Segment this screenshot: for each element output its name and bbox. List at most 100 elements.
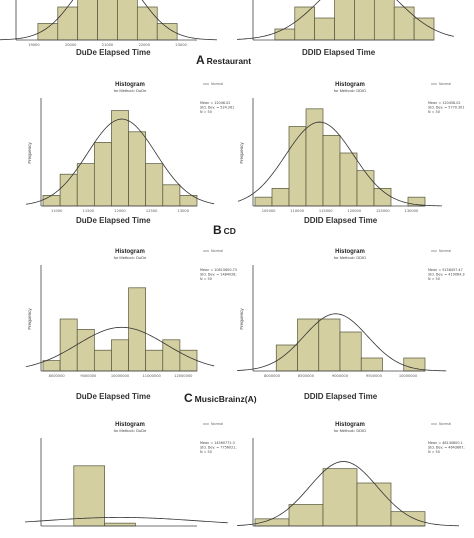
y-axis-label: Frequency — [27, 308, 32, 330]
chart-subtitle: for Method= DuDe — [114, 428, 148, 433]
histogram-bar — [179, 349, 198, 372]
legend-entry: Normal — [439, 249, 451, 253]
histogram-c-dude: Histogram for Method= DuDe Normal Mean = 10… — [25, 245, 237, 383]
x-tick-label: 9000000 — [80, 374, 97, 378]
histogram-bar — [390, 511, 426, 527]
histogram-bar — [93, 142, 112, 207]
histogram-bar — [271, 187, 290, 207]
section-label-a: A Restaurant — [196, 53, 251, 67]
stat-line: N = 50 — [428, 277, 440, 281]
y-axis-label: Frequency — [239, 142, 244, 164]
x-tick-label: 8000000 — [49, 374, 66, 378]
x-axis-label-b-ddid: DDID Elapsed Time — [304, 216, 378, 225]
histogram-bar — [354, 0, 375, 41]
histogram-svg: 19000 20000 21000 22000 23000 — [0, 0, 217, 47]
histogram-bar — [318, 318, 341, 372]
chart-subtitle: for Method= DDID — [334, 88, 366, 93]
histogram-bar — [111, 110, 129, 207]
stat-line: Mean = 10815600.73 — [200, 268, 237, 272]
stat-line: Std. Dev. = 1484028.2 — [200, 273, 237, 277]
section-name: MusicBrainz(A) — [194, 394, 257, 404]
legend-entry: Normal — [211, 249, 223, 253]
histogram-bar — [136, 6, 158, 41]
section-letter: C — [184, 391, 193, 405]
legend-entry: Normal — [439, 422, 451, 426]
histogram-bar — [322, 134, 341, 207]
chart-title: Histogram — [115, 249, 145, 255]
section-label-b: B CD — [213, 223, 236, 237]
x-tick-label: 105000 — [262, 209, 276, 213]
x-tick-label: 12500 — [146, 209, 158, 213]
histogram-bar — [254, 196, 273, 207]
x-axis-label-b-dude: DuDe Elapsed Time — [76, 216, 151, 225]
histogram-a-dude: 19000 20000 21000 22000 23000 — [0, 0, 237, 52]
x-tick-label: 110000 — [290, 209, 304, 213]
histogram-bar — [356, 170, 375, 207]
histogram-bar — [360, 357, 383, 372]
x-axis-label-a-ddid: DDID Elapsed Time — [302, 48, 376, 57]
section-name: CD — [223, 226, 236, 236]
chart-subtitle: for Method= DDID — [334, 255, 366, 260]
histogram-bar — [322, 468, 358, 527]
histogram-bar — [373, 0, 395, 41]
histogram-bar — [42, 195, 61, 207]
histogram-svg — [237, 0, 454, 41]
chart-title: Histogram — [335, 82, 365, 88]
stat-line: N = 50 — [200, 450, 212, 454]
x-tick-label: 19000 — [28, 43, 40, 47]
stat-line: Mean = 12046.02 — [200, 101, 230, 105]
section-letter: A — [196, 53, 205, 67]
normal-curve — [237, 0, 454, 40]
stat-line: N = 50 — [428, 450, 440, 454]
x-tick-label: 20000 — [65, 43, 77, 47]
stat-line: Mean = 120458.02 — [428, 101, 461, 105]
stat-line: N = 50 — [200, 110, 212, 114]
normal-curve — [0, 0, 217, 41]
stat-line: Std. Dev. = 419064.262 — [428, 273, 465, 277]
x-tick-label: 125000 — [376, 209, 390, 213]
histogram-bar — [339, 152, 358, 207]
histogram-bar — [393, 6, 415, 41]
histogram-bar — [297, 318, 320, 372]
x-tick-label: 9000000 — [332, 374, 349, 378]
histogram-bar — [111, 339, 129, 372]
histogram-d-dude: Histogram for Method= DuDe Normal Mean = 14… — [25, 418, 237, 538]
histogram-bar — [334, 0, 355, 41]
stat-line: Std. Dev. = 7756021.203 — [200, 446, 237, 450]
x-tick-label: 11000 — [51, 209, 63, 213]
x-axis-label-a-dude: DuDe Elapsed Time — [76, 48, 151, 57]
x-tick-label: 22000 — [139, 43, 151, 47]
section-letter: B — [213, 223, 222, 237]
y-axis-label: Frequency — [27, 142, 32, 164]
chart-title: Histogram — [115, 82, 145, 88]
histogram-bar — [77, 0, 98, 41]
x-tick-label: 21000 — [102, 43, 114, 47]
histogram-bar — [73, 465, 105, 527]
x-tick-label: 120000 — [347, 209, 361, 213]
histogram-bar — [97, 0, 118, 41]
histogram-bar — [59, 318, 78, 372]
stat-line: N = 50 — [428, 110, 440, 114]
histogram-bar — [93, 349, 112, 372]
stat-line: Std. Dev. = 524.261 — [200, 106, 234, 110]
histogram-bar — [288, 504, 324, 527]
histogram-bar — [162, 339, 181, 372]
stat-line: N = 50 — [200, 277, 212, 281]
x-tick-label: 12000000 — [174, 374, 193, 378]
x-axis-label-c-ddid: DDID Elapsed Time — [304, 392, 378, 401]
legend-entry: Normal — [211, 82, 223, 86]
x-tick-label: 8500000 — [298, 374, 315, 378]
section-name: Restaurant — [206, 56, 252, 66]
histogram-bar — [274, 28, 296, 41]
chart-title: Histogram — [115, 422, 145, 428]
normal-curve — [237, 121, 443, 207]
x-tick-label: 12000 — [114, 209, 126, 213]
histogram-d-ddid: Histogram for Method= DDID Normal Mean = 48… — [237, 418, 465, 538]
histogram-bar — [128, 287, 147, 372]
x-tick-label: 13000 — [178, 209, 190, 213]
stat-line: Mean = 9158457.47 — [428, 268, 463, 272]
